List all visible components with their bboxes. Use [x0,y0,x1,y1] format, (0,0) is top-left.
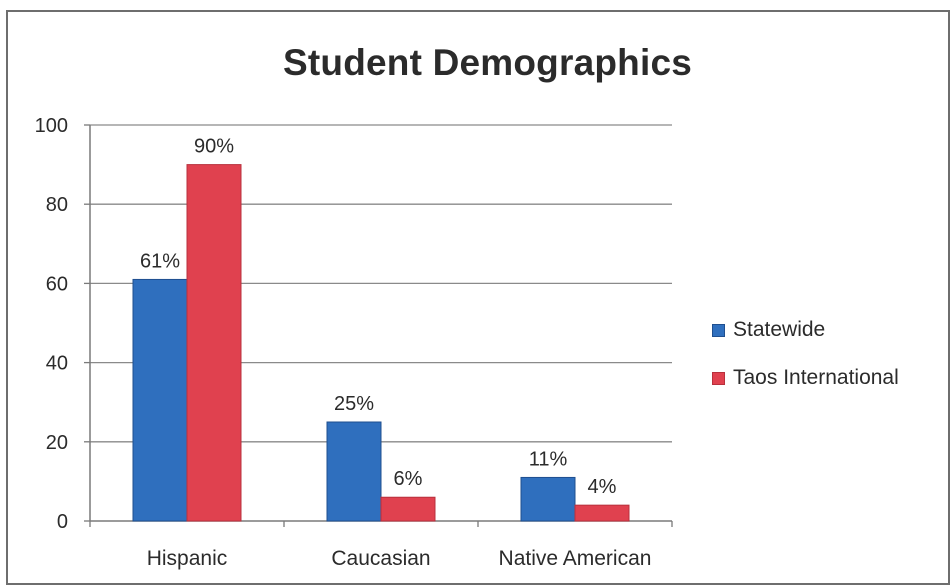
bar-taos-international-native-american [575,505,629,521]
legend-item-taos-international: Taos International [712,354,899,402]
y-tick-label-100: 100 [35,115,68,137]
data-label-taos-international-hispanic: 90% [194,136,234,158]
legend-item-statewide: Statewide [712,306,899,354]
x-tick-label-native-american: Native American [499,547,652,570]
data-label-statewide-hispanic: 61% [140,250,180,272]
legend-swatch-statewide [712,324,725,337]
data-label-taos-international-caucasian: 6% [394,468,423,490]
data-label-statewide-native-american: 11% [529,448,568,470]
legend-label-statewide: Statewide [733,318,825,342]
legend-swatch-taos-international [712,372,725,385]
bar-taos-international-caucasian [381,497,435,521]
data-label-taos-international-native-american: 4% [588,476,617,498]
x-tick-label-caucasian: Caucasian [331,547,430,570]
legend-label-taos-international: Taos International [733,366,899,390]
y-tick-label-80: 80 [46,194,68,216]
bar-taos-international-hispanic [187,165,241,521]
y-tick-label-40: 40 [46,353,68,375]
x-tick-label-hispanic: Hispanic [147,547,228,570]
bar-statewide-caucasian [327,422,381,521]
bar-statewide-native-american [521,477,575,521]
y-tick-label-60: 60 [46,273,68,295]
bar-statewide-hispanic [133,279,187,521]
y-tick-label-0: 0 [57,511,68,533]
y-tick-label-20: 20 [46,432,68,454]
chart-legend: Statewide Taos International [712,306,899,402]
data-label-statewide-caucasian: 25% [334,393,374,415]
